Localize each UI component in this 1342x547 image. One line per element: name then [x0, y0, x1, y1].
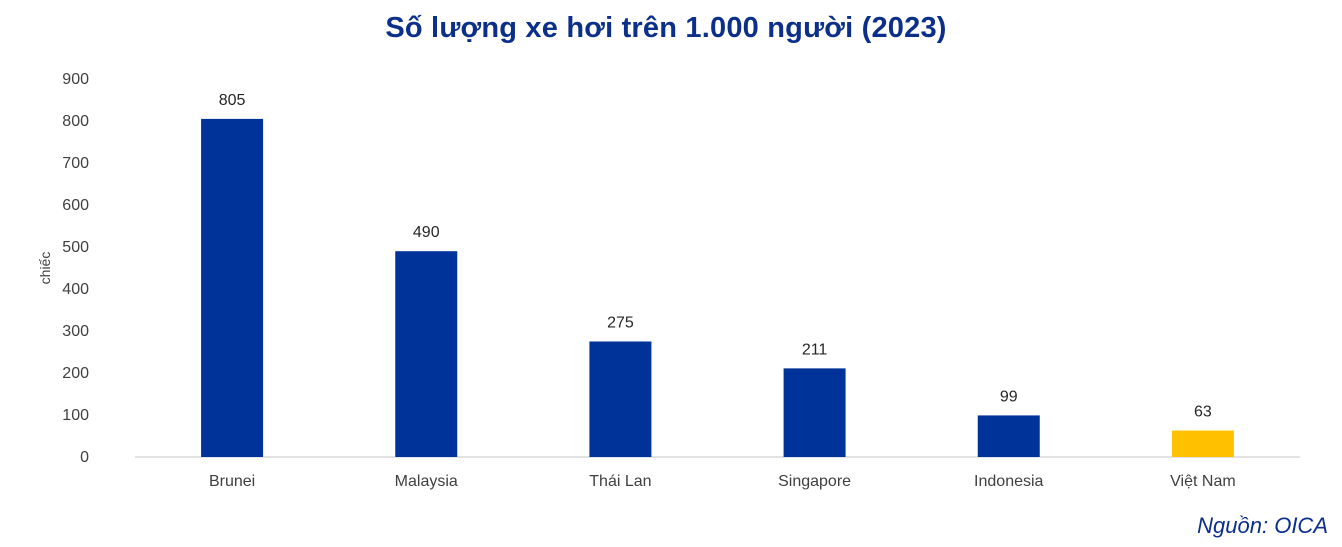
y-tick-label-3: 300: [62, 323, 89, 340]
data-label-2: 275: [607, 315, 634, 332]
data-label-3: 211: [802, 341, 828, 358]
x-tick-label-5: Việt Nam: [1170, 473, 1236, 490]
y-tick-label-9: 900: [62, 71, 89, 88]
y-axis-title: chiếc: [37, 252, 53, 285]
x-tick-label-2: Thái Lan: [589, 473, 651, 490]
chart-title: Số lượng xe hơi trên 1.000 người (2023): [385, 12, 947, 44]
x-tick-label-0: Brunei: [209, 473, 255, 490]
y-tick-label-7: 700: [62, 155, 89, 172]
bar-3: [783, 368, 846, 457]
y-tick-label-4: 400: [62, 281, 89, 298]
data-label-4: 99: [1000, 388, 1018, 405]
y-tick-label-5: 500: [62, 239, 89, 256]
bar-5: [1171, 430, 1234, 457]
y-tick-label-8: 800: [62, 113, 89, 130]
y-axis-ticks: 0 100 200 300 400 500 600 700 800 900: [62, 71, 89, 466]
y-tick-label-2: 200: [62, 365, 89, 382]
data-label-0: 805: [219, 92, 246, 109]
data-label-5: 63: [1194, 404, 1212, 421]
source-note: Nguồn: OICA: [1197, 513, 1328, 538]
y-tick-label-0: 0: [80, 449, 89, 466]
bar-0: [201, 118, 264, 458]
bar-1: [395, 251, 458, 457]
y-tick-label-1: 100: [62, 407, 89, 424]
x-tick-label-4: Indonesia: [974, 473, 1043, 490]
bar-2: [589, 341, 652, 457]
bar-4: [977, 415, 1040, 457]
bars-group: [201, 118, 1234, 458]
x-axis-labels: Brunei Malaysia Thái Lan Singapore Indonesia…: [209, 473, 1236, 490]
data-label-1: 490: [413, 224, 440, 241]
x-tick-label-3: Singapore: [778, 473, 851, 490]
y-tick-label-6: 600: [62, 197, 89, 214]
x-tick-label-1: Malaysia: [395, 473, 458, 490]
data-labels-group: 805 490 275 211 99 63: [219, 92, 1212, 421]
